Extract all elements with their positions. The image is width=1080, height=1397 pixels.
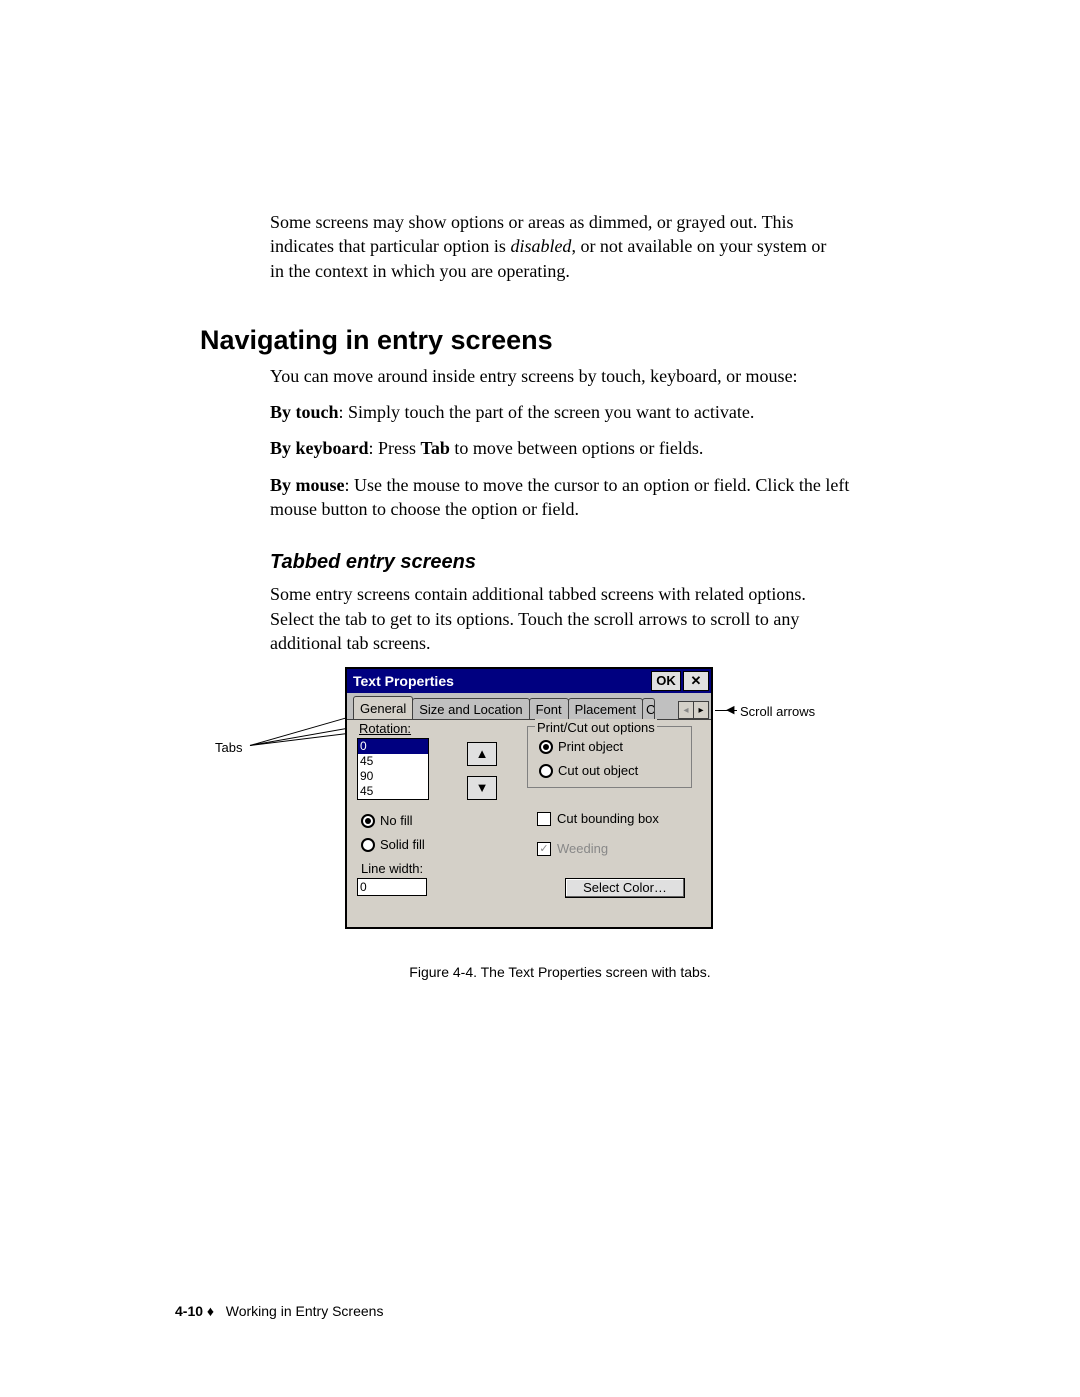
text-properties-dialog: Text Properties OK ✕ General Size and Lo… — [345, 667, 713, 929]
weeding-label: Weeding — [557, 840, 608, 858]
figure-caption: Figure 4-4. The Text Properties screen w… — [270, 963, 850, 982]
rotation-option-3[interactable]: 45 — [358, 784, 428, 799]
ok-button[interactable]: OK — [651, 671, 681, 691]
radio-icon — [539, 764, 553, 778]
bytouch-line: By touch: Simply touch the part of the s… — [270, 400, 850, 424]
rotation-option-0[interactable]: 0 — [358, 739, 428, 754]
page-number: 4-10 — [175, 1303, 203, 1319]
no-fill-label: No fill — [380, 812, 413, 830]
tab-partial[interactable]: C — [642, 698, 655, 720]
page-footer: 4-10 ♦ Working in Entry Screens — [175, 1303, 383, 1319]
subsection-heading: Tabbed entry screens — [270, 549, 850, 576]
tab-strip: General Size and Location Font Placement… — [347, 693, 711, 719]
print-object-label: Print object — [558, 738, 623, 756]
bytouch-text: : Simply touch the part of the screen yo… — [339, 402, 755, 422]
solid-fill-label: Solid fill — [380, 836, 425, 854]
bymouse-label: By mouse — [270, 475, 345, 495]
checkbox-icon — [537, 812, 551, 826]
bytouch-label: By touch — [270, 402, 339, 422]
footer-section: Working in Entry Screens — [226, 1303, 384, 1319]
bykeyboard-line: By keyboard: Press Tab to move between o… — [270, 436, 850, 460]
line-width-input[interactable]: 0 — [357, 878, 427, 896]
weeding-check: Weeding — [537, 840, 608, 858]
general-panel: Rotation: 0 45 90 45 ▲ ▼ No fill — [347, 719, 711, 927]
footer-diamond: ♦ — [207, 1303, 214, 1319]
radio-icon — [361, 838, 375, 852]
rotation-list[interactable]: 0 45 90 45 — [357, 738, 429, 800]
cut-bounding-box-check[interactable]: Cut bounding box — [537, 810, 659, 828]
callout-arrow-head: ◀ — [726, 703, 734, 718]
radio-icon — [539, 740, 553, 754]
bymouse-line: By mouse: Use the mouse to move the curs… — [270, 473, 850, 522]
bykeyboard-tab: Tab — [421, 438, 450, 458]
bykeyboard-label: By keyboard — [270, 438, 369, 458]
line-width-label: Line width: — [361, 860, 423, 878]
rotation-spin-down[interactable]: ▼ — [467, 776, 497, 800]
cut-out-object-label: Cut out object — [558, 762, 638, 780]
tab-general[interactable]: General — [353, 696, 413, 720]
select-color-button[interactable]: Select Color… — [565, 878, 685, 898]
callout-tabs: Tabs — [215, 739, 242, 757]
rotation-spin-up[interactable]: ▲ — [467, 742, 497, 766]
section-heading: Navigating in entry screens — [200, 325, 950, 356]
no-fill-radio[interactable]: No fill — [361, 812, 413, 830]
intro-paragraph: Some screens may show options or areas a… — [270, 210, 830, 283]
figure: Tabs Scroll arrows ◀ Text Properties OK … — [270, 667, 850, 967]
rotation-option-1[interactable]: 45 — [358, 754, 428, 769]
bykeyboard-text-a: : Press — [369, 438, 421, 458]
rotation-label: Rotation: — [357, 720, 413, 738]
tab-placement[interactable]: Placement — [568, 698, 643, 720]
bymouse-text: : Use the mouse to move the cursor to an… — [270, 475, 849, 519]
solid-fill-radio[interactable]: Solid fill — [361, 836, 425, 854]
radio-icon — [361, 814, 375, 828]
print-object-radio[interactable]: Print object — [539, 738, 623, 756]
nav-intro: You can move around inside entry screens… — [270, 364, 850, 388]
close-button[interactable]: ✕ — [683, 671, 709, 691]
titlebar: Text Properties OK ✕ — [347, 669, 711, 693]
callout-scroll-arrows: Scroll arrows — [740, 703, 815, 721]
rotation-option-2[interactable]: 90 — [358, 769, 428, 784]
cut-out-object-radio[interactable]: Cut out object — [539, 762, 638, 780]
intro-italic: disabled — [510, 236, 571, 256]
tabbed-paragraph: Some entry screens contain additional ta… — [270, 582, 850, 655]
scroll-right-button[interactable]: ▸ — [693, 701, 709, 719]
bykeyboard-text-b: to move between options or fields. — [450, 438, 703, 458]
scroll-left-button[interactable]: ◂ — [678, 701, 694, 719]
tab-font[interactable]: Font — [529, 698, 569, 720]
cut-bounding-box-label: Cut bounding box — [557, 810, 659, 828]
checkbox-icon — [537, 842, 551, 856]
tab-scroll-arrows: ◂ ▸ — [679, 701, 709, 719]
tab-size-location[interactable]: Size and Location — [412, 698, 529, 720]
print-cut-legend: Print/Cut out options — [535, 719, 657, 737]
dialog-title: Text Properties — [353, 672, 454, 691]
